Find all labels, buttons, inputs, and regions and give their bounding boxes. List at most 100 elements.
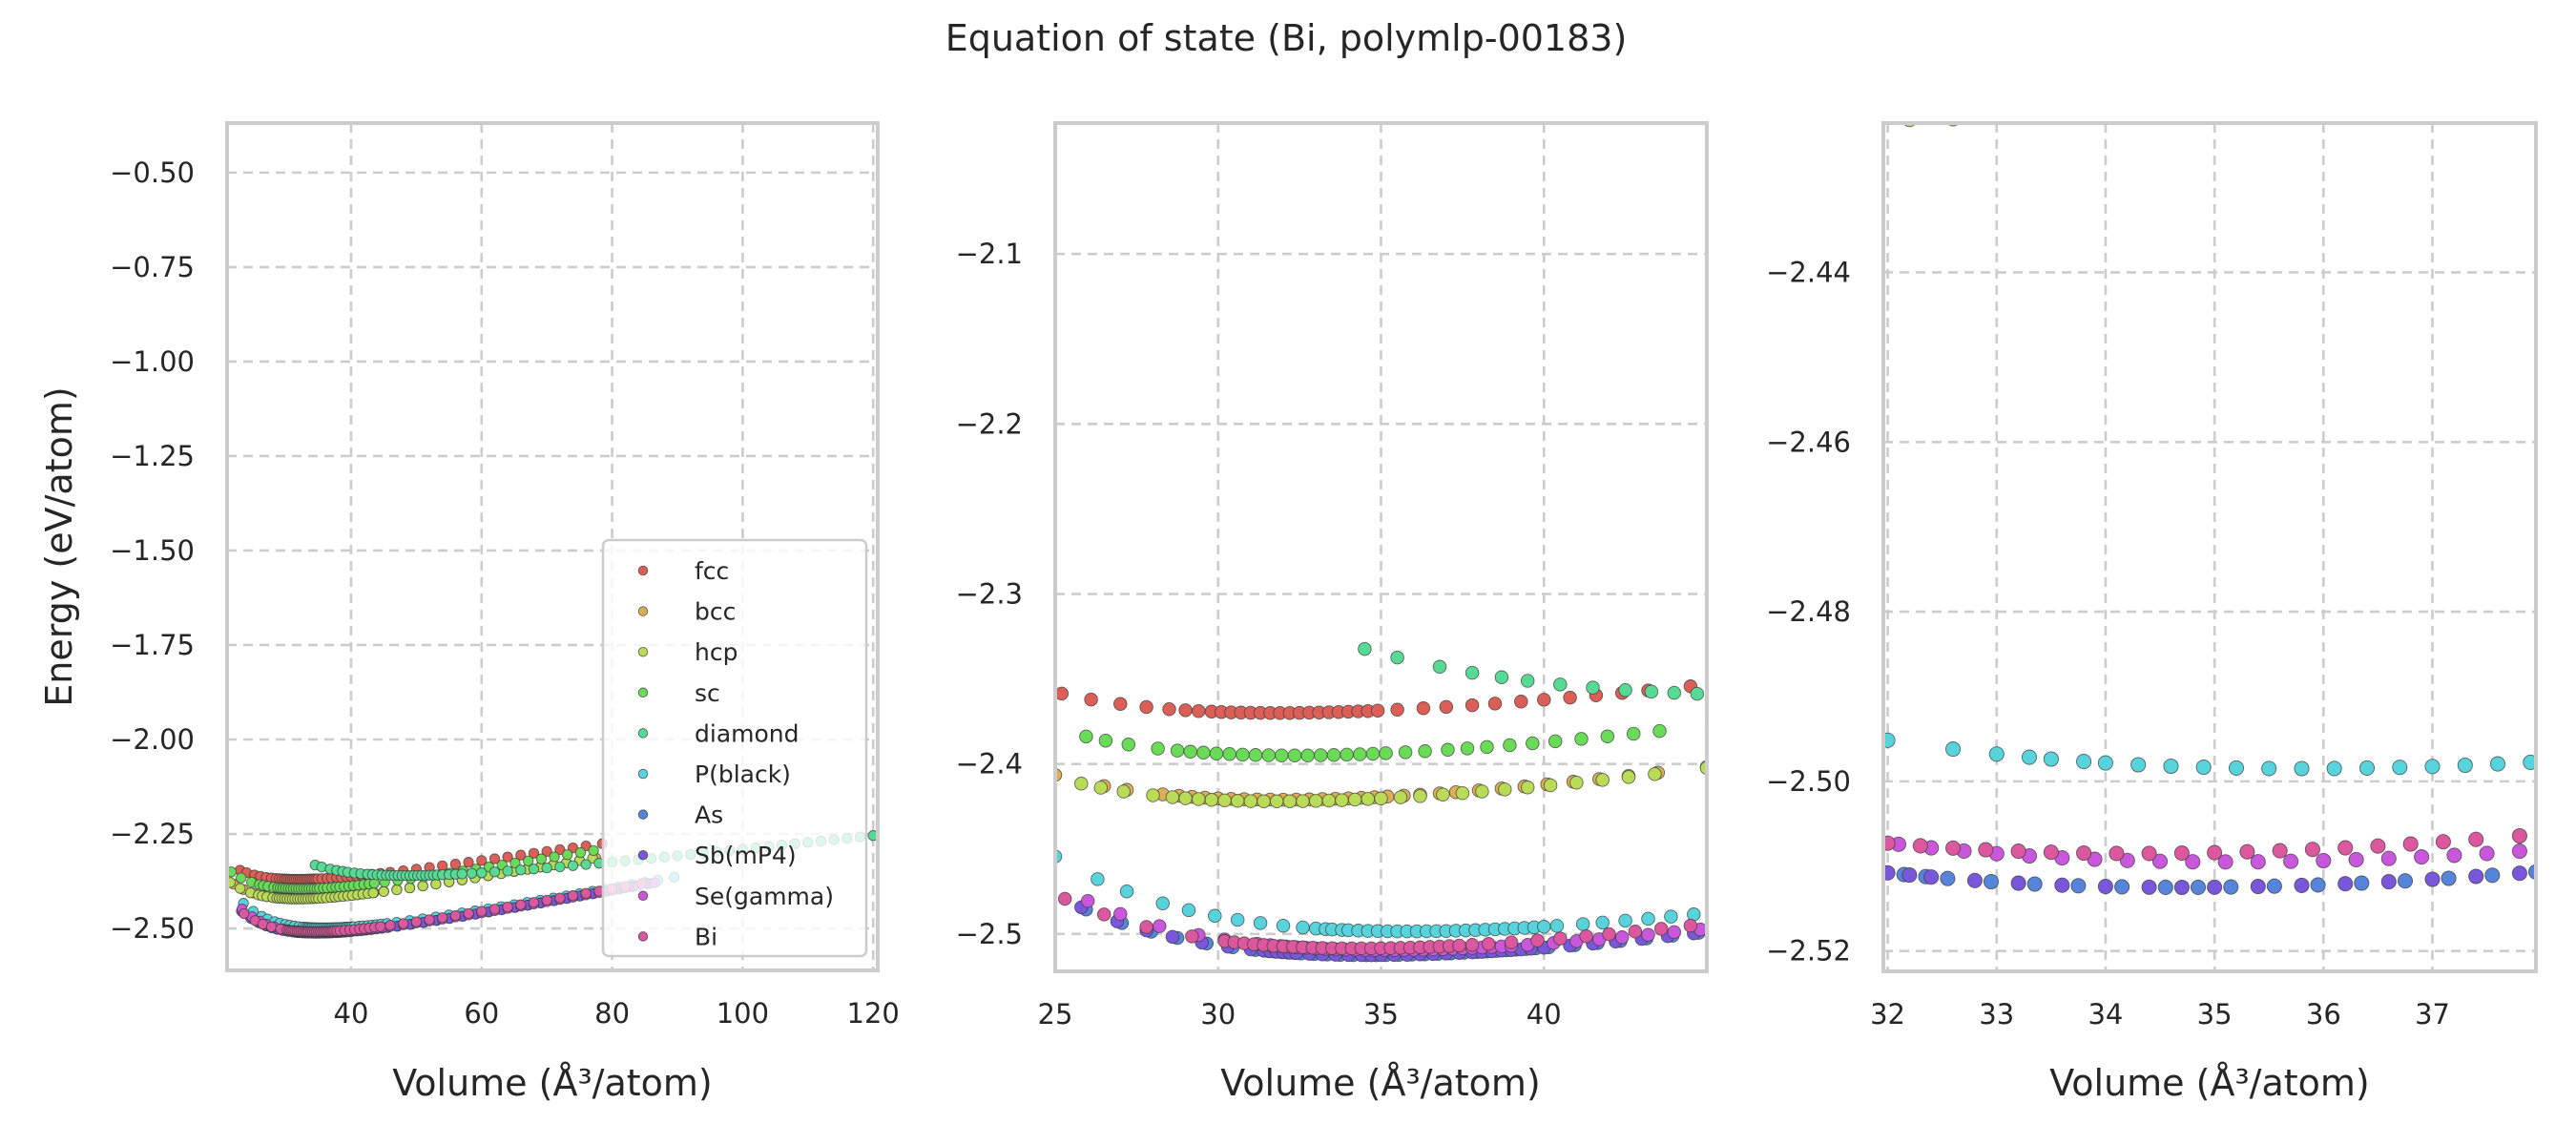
data-point — [1480, 739, 1494, 755]
data-point — [1940, 870, 1956, 886]
data-point — [1569, 775, 1584, 790]
data-point — [488, 853, 501, 864]
data-point — [2190, 879, 2207, 895]
data-point — [1465, 938, 1480, 952]
data-point — [1923, 869, 1940, 885]
data-point — [1222, 747, 1236, 761]
legend-label: Sb(mP4) — [695, 842, 797, 869]
x-tick-label: 36 — [2306, 998, 2341, 1030]
data-point — [2380, 850, 2397, 866]
data-point — [2038, 123, 2043, 124]
data-point — [463, 907, 474, 920]
data-point — [1520, 674, 1535, 688]
data-point — [1520, 781, 1535, 795]
data-point — [378, 885, 389, 898]
data-point — [488, 904, 501, 915]
data-point — [2380, 874, 2397, 890]
data-point — [1436, 787, 1450, 802]
x-tick-label: 32 — [1870, 998, 1905, 1030]
series-hcp — [1074, 760, 1707, 809]
x-tick-label: 40 — [1527, 998, 1562, 1030]
data-point — [367, 887, 379, 899]
data-point — [515, 864, 527, 876]
data-point — [384, 920, 396, 931]
panel-zoom-2: 32 33 34 35 36 37 −2.44 −2.46 −2.48 −2.50 −2.52 Vo… — [1766, 121, 2538, 1104]
data-point — [1966, 872, 1983, 888]
data-point — [1379, 746, 1393, 760]
data-point — [1192, 792, 1206, 806]
x-tick-label: 120 — [847, 997, 900, 1030]
data-point — [430, 878, 442, 890]
data-point — [867, 830, 878, 842]
data-point — [528, 897, 540, 908]
data-point — [1282, 794, 1298, 809]
data-point — [1526, 736, 1540, 751]
data-point — [502, 901, 513, 913]
legend-label: diamond — [695, 719, 800, 747]
data-point — [1275, 748, 1289, 762]
legend-label: Se(gamma) — [695, 883, 834, 910]
data-point — [2358, 760, 2376, 776]
legend-item: bcc — [637, 598, 736, 626]
series-hcp — [227, 852, 598, 905]
data-point — [1308, 794, 1323, 808]
chart-title: Equation of state (Bi, polymlp-00183) — [945, 17, 1628, 59]
data-point — [1653, 922, 1669, 936]
legend-item: hcp — [637, 638, 737, 666]
data-point — [2354, 875, 2370, 891]
series-sc — [1079, 719, 1707, 762]
data-point — [1079, 729, 1093, 744]
data-point — [1181, 903, 1196, 918]
data-point — [2266, 878, 2282, 894]
legend-label: As — [695, 802, 723, 829]
y-tick-label: −2.5 — [956, 918, 1023, 950]
legend-item: As — [637, 802, 723, 829]
data-point — [2185, 854, 2201, 870]
y-tick-label: −2.46 — [1766, 426, 1851, 458]
legend-marker — [637, 606, 649, 616]
data-point — [1504, 935, 1519, 949]
data-point — [1494, 670, 1509, 685]
data-point — [1162, 701, 1176, 717]
data-point — [1537, 693, 1551, 707]
data-point — [2489, 756, 2506, 772]
data-point — [1113, 697, 1128, 712]
data-point — [1370, 703, 1385, 718]
data-point — [2070, 878, 2087, 894]
legend-marker — [637, 931, 649, 942]
data-point — [1664, 909, 1678, 924]
data-point — [1432, 659, 1447, 675]
data-point — [466, 867, 478, 879]
series-diamond — [1358, 641, 1705, 701]
data-point — [410, 916, 423, 927]
panel-full: 40 60 80 100 120 −0.50 −0.75 −1.00 −1.25 −1.50 −1.… — [38, 121, 900, 1104]
axes-frame — [225, 121, 880, 972]
data-point — [1641, 927, 1655, 942]
legend-marker — [637, 687, 649, 698]
data-point — [1055, 878, 1056, 884]
data-point — [1321, 793, 1337, 808]
data-point — [1945, 840, 1962, 856]
data-point — [1667, 685, 1682, 700]
x-tick-label: 40 — [334, 997, 369, 1030]
data-point — [456, 868, 467, 880]
data-point — [554, 843, 566, 856]
data-point — [2294, 760, 2310, 777]
data-point — [2283, 853, 2299, 869]
data-point — [437, 860, 448, 872]
data-point — [2348, 851, 2364, 867]
legend-marker — [637, 565, 649, 576]
data-point — [1553, 931, 1568, 946]
data-point — [1439, 699, 1454, 715]
y-tick-label: −2.1 — [956, 238, 1023, 270]
data-point — [2250, 879, 2266, 895]
data-point — [1481, 936, 1496, 951]
data-point — [1183, 744, 1197, 760]
data-point — [2173, 845, 2190, 862]
data-point — [476, 867, 488, 879]
data-point — [2151, 853, 2169, 869]
data-point — [1296, 920, 1310, 935]
legend-marker — [637, 809, 649, 820]
data-point — [554, 892, 566, 904]
data-point — [2402, 836, 2419, 852]
